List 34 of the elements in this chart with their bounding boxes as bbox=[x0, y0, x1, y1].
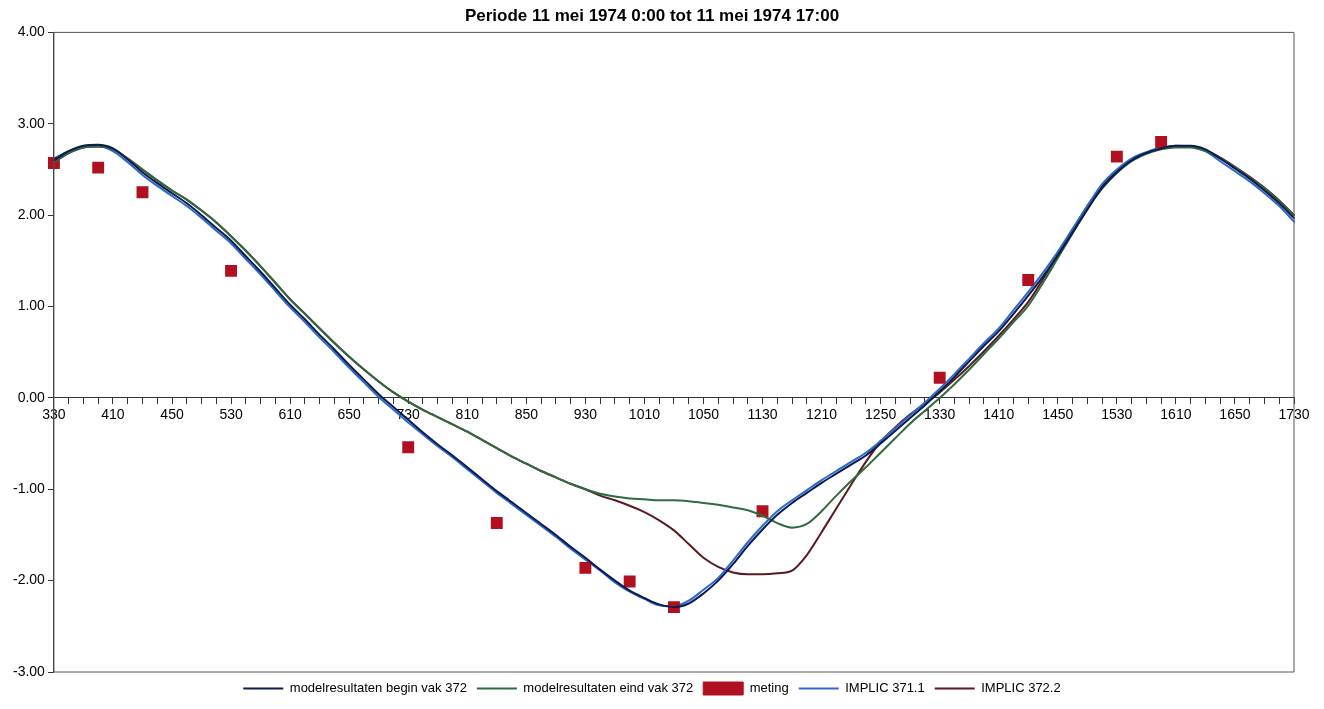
y-tick-label: 0.00 bbox=[17, 388, 46, 405]
x-tick-label: 1650 bbox=[1219, 406, 1251, 423]
x-tick-label: 1210 bbox=[806, 406, 838, 423]
x-tick-label: 810 bbox=[455, 406, 480, 423]
x-tick-label: 1250 bbox=[865, 406, 897, 423]
x-tick-label: 850 bbox=[514, 406, 539, 423]
legend-label: modelresultaten begin vak 372 bbox=[289, 680, 467, 696]
legend-label: modelresultaten eind vak 372 bbox=[523, 680, 694, 696]
y-tick-label: 1.00 bbox=[17, 297, 46, 314]
x-tick-label: 1330 bbox=[924, 406, 956, 423]
legend-label: meting bbox=[749, 680, 789, 696]
legend-label: IMPLIC 371.1 bbox=[845, 680, 925, 696]
x-tick-label: 410 bbox=[101, 406, 125, 423]
x-tick-label: 1610 bbox=[1160, 406, 1192, 423]
x-tick-label: 1050 bbox=[687, 406, 720, 423]
y-tick-label: -3.00 bbox=[12, 662, 46, 679]
x-tick-label: 1450 bbox=[1042, 406, 1074, 423]
y-tick-label: -1.00 bbox=[12, 480, 46, 497]
x-tick-label: 650 bbox=[337, 406, 362, 423]
x-tick-label: 1010 bbox=[628, 406, 661, 423]
x-tick-label: 530 bbox=[219, 406, 243, 423]
y-tick-label: 4.00 bbox=[17, 23, 46, 40]
y-tick-label: 2.00 bbox=[17, 206, 46, 222]
chart-title: Periode 11 mei 1974 0:00 tot 11 mei 1974 17:00 bbox=[464, 5, 840, 25]
y-tick-label: 3.00 bbox=[17, 114, 46, 131]
x-tick-label: 610 bbox=[278, 406, 303, 423]
legend-label: IMPLIC 372.2 bbox=[981, 680, 1061, 696]
x-tick-label: 930 bbox=[573, 406, 598, 423]
x-tick-label: 1410 bbox=[983, 406, 1015, 423]
x-tick-label: 1730 bbox=[1278, 406, 1310, 423]
x-tick-label: 450 bbox=[160, 406, 184, 423]
x-tick-label: 1530 bbox=[1101, 406, 1133, 423]
y-tick-label: -2.00 bbox=[12, 571, 46, 588]
x-tick-label: 1130 bbox=[747, 406, 778, 423]
